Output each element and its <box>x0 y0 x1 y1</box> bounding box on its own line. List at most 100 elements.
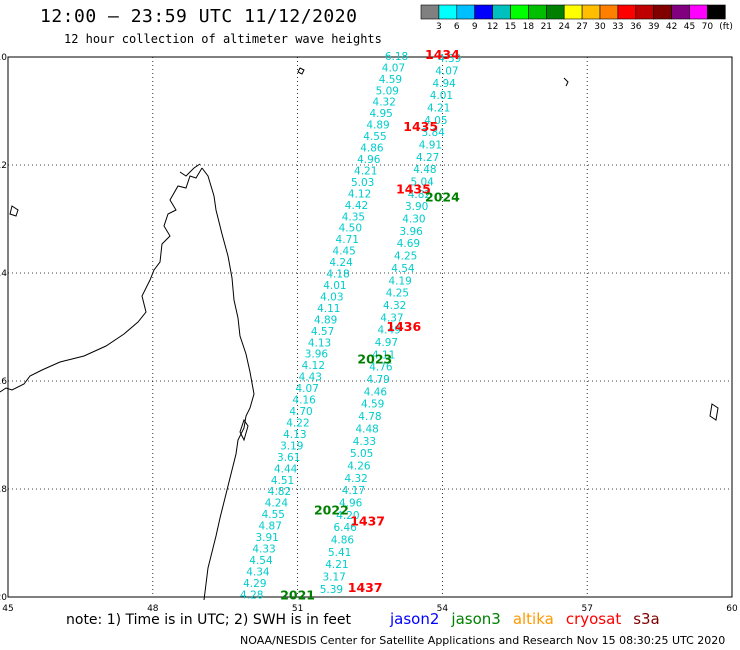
legend-label: 21 <box>541 22 552 32</box>
legend-swatch <box>528 4 547 20</box>
wave-height-value: 4.96 <box>357 154 381 166</box>
map-grid: 45 48 51 54 57 60 -10 -12 -14 -16 -18 -20 <box>0 53 738 614</box>
lon-tick-label: 51 <box>292 604 303 614</box>
wave-height-value: 4.97 <box>375 337 398 349</box>
satellite-label: altika <box>512 610 554 628</box>
wave-height-value: 4.35 <box>342 211 365 223</box>
wave-height-value: 4.89 <box>366 120 389 132</box>
legend-label: 70 <box>702 22 714 32</box>
legend-swatch <box>420 4 440 20</box>
pass-time-label: 2023 <box>357 351 392 366</box>
wave-height-value: 5.09 <box>376 85 399 97</box>
wave-height-value: 4.39 <box>438 53 461 65</box>
lon-tick-label: 54 <box>437 604 449 614</box>
wave-height-value: 3.61 <box>277 452 300 464</box>
lon-tick-label: 45 <box>2 604 13 614</box>
wave-height-value: 3.84 <box>421 127 445 139</box>
wave-height-value: 4.27 <box>416 152 439 164</box>
wave-height-value: 3.90 <box>405 201 428 213</box>
legend-swatch <box>599 4 619 20</box>
wave-height-value: 4.96 <box>339 497 363 509</box>
wave-height-value: 4.33 <box>252 543 275 555</box>
legend-swatch <box>456 4 475 20</box>
madagascar-coastline <box>0 167 255 601</box>
wave-height-value: 4.86 <box>360 143 384 155</box>
wave-height-value: 4.28 <box>240 589 263 601</box>
nosy-islet <box>297 67 305 75</box>
wave-height-value: 4.89 <box>314 314 337 326</box>
wave-height-value: 4.48 <box>355 423 378 435</box>
legend-label: 6 <box>454 22 460 32</box>
satellite-label: cryosat <box>565 610 622 628</box>
lat-tick-label: -18 <box>0 485 7 495</box>
legend-swatch <box>545 4 565 20</box>
legend-label: 30 <box>594 22 606 32</box>
wave-height-value: 4.13 <box>308 337 331 349</box>
wave-height-value: 4.82 <box>268 486 291 498</box>
wave-height-value: 4.20 <box>336 510 359 522</box>
lat-tick-label: -10 <box>0 53 7 63</box>
wave-height-value: 4.45 <box>332 246 355 258</box>
wave-height-value: 4.07 <box>435 65 458 77</box>
wave-height-value: 4.71 <box>336 234 359 246</box>
wave-height-value: 4.30 <box>402 214 425 226</box>
altimeter-tracks: 6.184.074.595.094.324.954.894.554.864.96… <box>240 51 461 601</box>
wave-height-value: 4.01 <box>430 90 453 102</box>
wave-height-value: 4.05 <box>424 115 447 127</box>
legend-label: 3 <box>436 22 442 32</box>
wave-height-value: 5.03 <box>351 177 374 189</box>
wave-height-value: 4.50 <box>339 223 362 235</box>
pass-time-label: 1435 <box>403 119 438 134</box>
legend-swatch <box>617 4 637 20</box>
wave-height-value: 4.07 <box>296 383 319 395</box>
wave-height-value: 4.51 <box>271 475 294 487</box>
legend-swatch <box>707 4 726 20</box>
wave-height-value: 3.96 <box>399 226 423 238</box>
wave-height-value: 3.91 <box>255 532 278 544</box>
map-subtitle: 12 hour collection of altimeter wave hei… <box>64 32 382 46</box>
lon-tick-label: 60 <box>726 604 738 614</box>
wave-height-value: 4.12 <box>348 188 371 200</box>
wave-height-value: 4.33 <box>353 436 376 448</box>
wave-height-value: 4.07 <box>382 62 405 74</box>
tromelin-islet <box>563 77 569 87</box>
legend-swatch <box>635 4 654 20</box>
credit-line: NOAA/NESDIS Center for Satellite Applica… <box>240 634 726 647</box>
wave-height-value: 4.21 <box>427 102 450 114</box>
wave-height-value: 4.59 <box>361 399 384 411</box>
wave-height-value: 4.19 <box>388 275 411 287</box>
wave-height-value: 4.69 <box>397 238 420 250</box>
wave-height-value: 4.91 <box>419 139 442 151</box>
wave-height-value: 4.12 <box>302 360 325 372</box>
wave-height-value: 4.25 <box>394 251 417 263</box>
wave-height-value: 4.48 <box>413 164 436 176</box>
wave-height-value: 4.42 <box>345 200 368 212</box>
wave-height-value: 4.44 <box>274 463 298 475</box>
legend-label: 15 <box>505 22 516 32</box>
wave-height-value: 4.22 <box>286 417 309 429</box>
satellite-label: jason3 <box>451 610 501 628</box>
pass-time-label: 2024 <box>425 189 460 204</box>
lat-tick-label: -20 <box>0 593 7 603</box>
ile-sainte-marie <box>239 418 249 442</box>
wave-height-value: 4.25 <box>386 288 409 300</box>
wave-height-value: 4.29 <box>243 578 266 590</box>
wave-height-value: 4.17 <box>342 485 365 497</box>
mascarene-islet <box>709 403 719 421</box>
legend-swatch <box>671 4 690 20</box>
legend-swatch <box>689 4 708 20</box>
wave-height-value: 4.32 <box>383 300 406 312</box>
wave-height-value: 4.79 <box>366 374 389 386</box>
wave-height-value: 4.70 <box>289 406 312 418</box>
lat-tick-label: -12 <box>0 161 7 171</box>
coastline <box>0 67 719 601</box>
pass-time-label: 1435 <box>396 181 431 196</box>
legend-swatch <box>563 4 583 20</box>
satellite-label: jason2 <box>390 610 440 628</box>
pass-time-label: 1437 <box>348 580 383 595</box>
wave-height-value: 4.16 <box>292 395 316 407</box>
wave-height-value: 4.94 <box>432 78 456 90</box>
wave-height-value: 4.54 <box>249 555 273 567</box>
wave-height-value: 4.21 <box>325 559 348 571</box>
